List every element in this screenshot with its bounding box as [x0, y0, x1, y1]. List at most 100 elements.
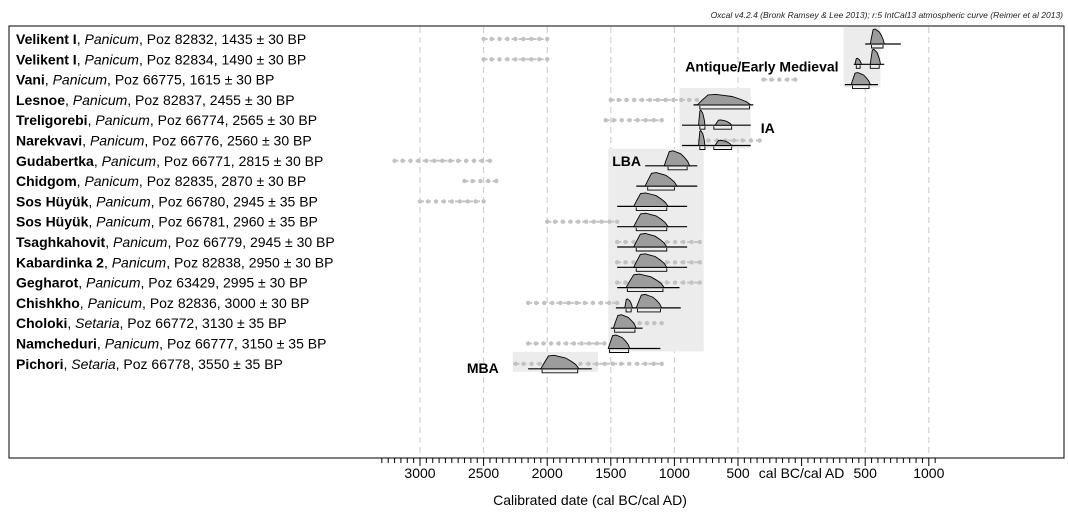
lab-code: Poz 66771: [164, 153, 231, 169]
unmodelled-point: [457, 199, 462, 204]
unmodelled-point: [616, 97, 621, 103]
unmodelled-point: [545, 57, 550, 62]
unmodelled-point: [664, 239, 669, 245]
unmodelled-point: [635, 361, 640, 366]
site-name: Vani: [16, 72, 45, 88]
unmodelled-point: [471, 158, 477, 163]
site-name: Kabardinka 2: [16, 254, 104, 270]
unmodelled-point: [550, 300, 555, 306]
unmodelled-point: [525, 341, 531, 346]
site-name: Pichori: [16, 356, 63, 372]
taxon-name: Setaria: [75, 315, 120, 331]
taxon-name: Panicum: [88, 295, 143, 311]
unmodelled-point: [489, 36, 494, 42]
lab-code: Poz 82837: [135, 92, 202, 108]
label-sep: ,: [214, 31, 222, 47]
unmodelled-point: [542, 300, 547, 306]
label-sep: ,: [119, 315, 127, 331]
hpd-bracket: [541, 369, 579, 374]
modelled-distribution: [540, 354, 580, 370]
unmodelled-point: [663, 97, 668, 103]
unmodelled-point: [574, 300, 579, 306]
hpd-bracket: [625, 308, 632, 313]
hpd-bracket: [626, 288, 664, 293]
unmodelled-point: [681, 280, 686, 285]
unmodelled-point: [659, 321, 664, 326]
bp-age: 2565 ± 30 BP: [232, 112, 317, 128]
unmodelled-point: [761, 77, 766, 82]
hpd-bracket: [637, 308, 661, 313]
site-name: Sos Hüyük: [16, 193, 89, 209]
label-sep: ,: [144, 133, 152, 149]
lab-code: Poz 82832: [147, 31, 214, 47]
taxon-name: Panicum: [113, 234, 168, 250]
sample-label: Gegharot, Panicum, Poz 63429, 2995 ± 30 …: [16, 275, 308, 291]
label-sep: ,: [88, 112, 96, 128]
modelled-distribution: [632, 192, 669, 207]
hpd-bracket: [871, 45, 884, 49]
unmodelled-point: [521, 36, 526, 42]
unmodelled-point: [462, 178, 467, 184]
hpd-bracket: [699, 146, 706, 150]
unmodelled-point: [576, 219, 581, 224]
unmodelled-point: [441, 199, 447, 204]
unmodelled-point: [603, 118, 608, 123]
unmodelled-point: [655, 97, 660, 103]
unmodelled-point: [659, 361, 664, 366]
unmodelled-point: [740, 138, 745, 143]
bp-age: 2945 ± 35 BP: [233, 193, 318, 209]
sample-label: Lesnoe, Panicum, Poz 82837, 2455 ± 30 BP: [16, 92, 295, 108]
site-name: Treligorebi: [16, 112, 88, 128]
unmodelled-point: [651, 361, 656, 366]
label-sep: ,: [94, 153, 102, 169]
unmodelled-point: [578, 361, 583, 366]
label-sep: ,: [139, 51, 147, 67]
taxon-name: Panicum: [95, 112, 150, 128]
label-sep: ,: [159, 336, 167, 352]
lab-code: Poz 66780: [158, 193, 225, 209]
unmodelled-point: [545, 36, 550, 42]
era-label: cal BC/cal AD: [759, 465, 845, 481]
unmodelled-point: [624, 97, 629, 103]
unmodelled-point: [534, 300, 539, 306]
unmodelled-point: [793, 77, 798, 82]
unmodelled-point: [478, 178, 483, 184]
unmodelled-point: [556, 341, 561, 346]
lab-code: Poz 82834: [147, 51, 214, 67]
label-sep: ,: [167, 234, 175, 250]
site-name: Narekvavi: [16, 133, 82, 149]
unmodelled-point: [470, 178, 475, 184]
modelled-distribution: [869, 48, 882, 65]
unmodelled-point: [481, 36, 486, 42]
bp-age: 2995 ± 30 BP: [223, 275, 308, 291]
label-sep: ,: [139, 31, 147, 47]
label-sep: ,: [104, 254, 112, 270]
label-sep: ,: [217, 295, 225, 311]
unmodelled-point: [487, 158, 493, 163]
unmodelled-point: [481, 199, 486, 204]
hpd-bracket: [699, 105, 750, 110]
sample-label: Treligorebi, Panicum, Poz 66774, 2565 ± …: [16, 112, 317, 128]
modelled-distribution: [632, 253, 668, 268]
unmodelled-point: [644, 321, 650, 326]
lab-code: Poz 66775: [115, 72, 182, 88]
unmodelled-point: [731, 138, 737, 143]
unmodelled-point: [505, 36, 510, 42]
unmodelled-point: [432, 158, 437, 163]
unmodelled-point: [582, 300, 587, 306]
unmodelled-point: [659, 118, 664, 123]
label-sep: ,: [142, 295, 150, 311]
modelled-distribution: [632, 212, 669, 228]
unmodelled-point: [566, 300, 571, 306]
unmodelled-point: [591, 219, 597, 224]
label-sep: ,: [242, 234, 250, 250]
taxon-name: Panicum: [105, 336, 160, 352]
label-sep: ,: [67, 315, 75, 331]
unmodelled-point: [425, 199, 431, 204]
unmodelled-point: [448, 158, 453, 163]
bp-age: 3550 ± 35 BP: [198, 356, 283, 372]
taxon-name: Panicum: [112, 254, 167, 270]
bp-age: 2870 ± 30 BP: [221, 173, 306, 189]
unmodelled-point: [537, 57, 542, 62]
label-sep: ,: [127, 92, 135, 108]
